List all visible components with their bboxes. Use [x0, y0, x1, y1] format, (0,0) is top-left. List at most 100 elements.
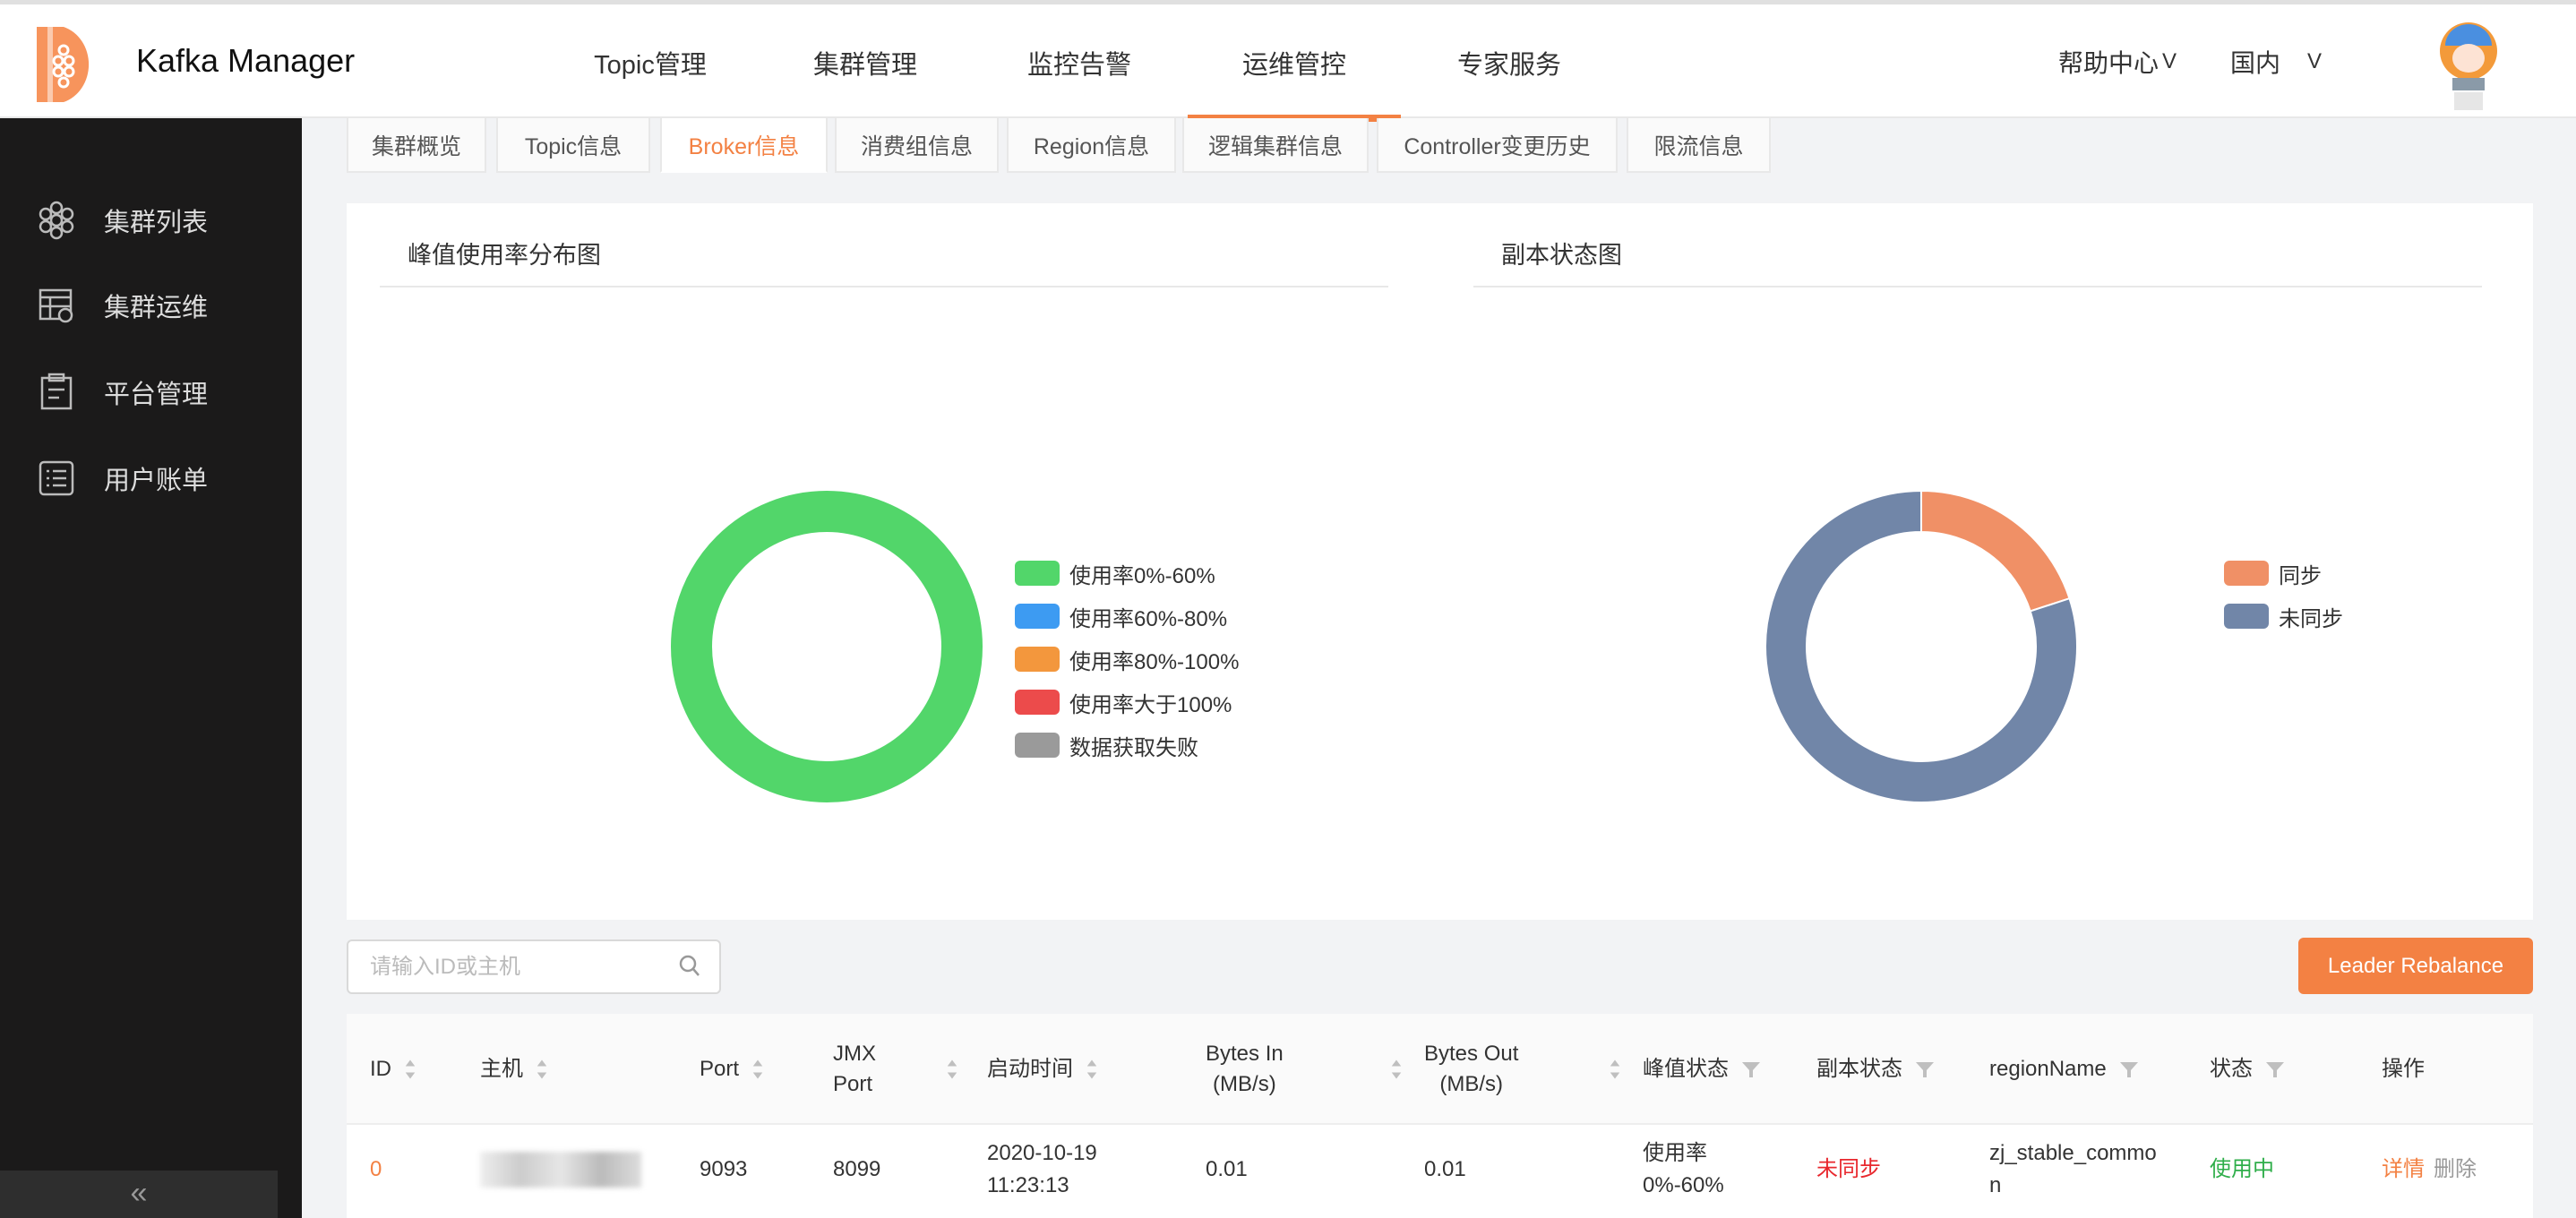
donut-slice[interactable] — [671, 491, 983, 802]
filter-icon[interactable] — [1741, 1060, 1761, 1078]
help-center-menu[interactable]: 帮助中心 V — [2058, 44, 2177, 80]
nav-expert[interactable]: 专家服务 — [1456, 51, 1562, 80]
replica-status-value: 未同步 — [1816, 1157, 1881, 1181]
filter-icon[interactable] — [1915, 1060, 1935, 1078]
legend-swatch — [1015, 561, 1060, 586]
sidebar-item-cluster-list[interactable]: 集群列表 — [0, 193, 302, 247]
column-header[interactable]: 状态 — [2210, 1014, 2285, 1125]
column-label: Port — [700, 1057, 740, 1081]
chevron-down-icon: V — [2307, 49, 2323, 73]
legend-swatch — [1015, 690, 1060, 715]
column-label: 启动时间 — [987, 1057, 1073, 1081]
legend-label: 同步 — [2279, 563, 2322, 588]
column-header[interactable]: 启动时间 — [987, 1014, 1098, 1125]
region-select[interactable]: 国内 V — [2230, 44, 2322, 80]
legend-item[interactable]: 数据获取失败 — [1015, 732, 1239, 760]
sort-icon[interactable] — [536, 1056, 548, 1083]
kafka-logo-icon — [37, 27, 90, 102]
legend-item[interactable]: 使用率大于100% — [1015, 689, 1239, 717]
sidebar-item-billing[interactable]: 用户账单 — [0, 451, 302, 505]
bytes-out-value: 0.01 — [1424, 1157, 1466, 1181]
filter-icon[interactable] — [2265, 1060, 2285, 1078]
legend-swatch — [2224, 604, 2269, 629]
legend-label: 使用率60%-80% — [1069, 606, 1228, 631]
legend-item[interactable]: 未同步 — [2224, 603, 2343, 631]
tab-broker-info[interactable]: Broker信息 — [660, 118, 828, 173]
legend-item[interactable]: 同步 — [2224, 560, 2343, 588]
peak-legend: 使用率0%-60% 使用率60%-80% 使用率80%-100% 使用率大于10… — [1015, 560, 1239, 760]
broker-id-link[interactable]: 0 — [370, 1157, 382, 1181]
tab-cluster-overview[interactable]: 集群概览 — [347, 118, 486, 173]
column-label: 操作 — [2382, 1057, 2425, 1081]
sidebar-item-label: 用户账单 — [104, 467, 209, 495]
legend-label: 未同步 — [2279, 606, 2343, 631]
sidebar-item-label: 集群运维 — [104, 294, 209, 322]
sidebar-item-platform[interactable]: 平台管理 — [0, 365, 302, 419]
sort-icon[interactable] — [946, 1056, 958, 1083]
nav-monitor[interactable]: 监控告警 — [1026, 51, 1132, 80]
table-header: ID 主机 Port JMX Port 启动时间 Bytes In (MB/s) Bytes O… — [347, 1014, 2533, 1125]
top-header: Kafka Manager Topic管理 集群管理 监控告警 运维管控 专家服… — [0, 0, 2576, 122]
column-label: Bytes In (MB/s) — [1206, 1042, 1284, 1096]
column-label: 峰值状态 — [1643, 1057, 1729, 1081]
peak-chart-title: 峰值使用率分布图 — [408, 242, 601, 269]
leader-rebalance-button[interactable]: Leader Rebalance — [2298, 938, 2533, 994]
legend-swatch — [1015, 733, 1060, 758]
help-label: 帮助中心 — [2058, 49, 2160, 77]
column-header[interactable]: 主机 — [480, 1014, 548, 1125]
sidebar-item-cluster-ops[interactable]: 集群运维 — [0, 279, 302, 332]
app-title: Kafka Manager — [136, 42, 356, 79]
replica-status-donut — [1765, 490, 2078, 803]
replica-legend: 同步 未同步 — [2224, 560, 2343, 631]
region-label: 国内 — [2230, 49, 2281, 77]
column-label: 副本状态 — [1816, 1057, 1902, 1081]
list-icon — [39, 460, 74, 496]
tab-controller-history[interactable]: Controller变更历史 — [1377, 118, 1618, 173]
avatar[interactable] — [2434, 19, 2503, 112]
sort-icon[interactable] — [404, 1056, 416, 1083]
bytes-in-value: 0.01 — [1206, 1157, 1248, 1181]
delete-link[interactable]: 删除 — [2434, 1157, 2477, 1181]
sort-icon[interactable] — [751, 1056, 764, 1083]
region-name-value: zj_stable_common — [1989, 1141, 2157, 1197]
legend-item[interactable]: 使用率60%-80% — [1015, 603, 1239, 631]
tab-throttle-info[interactable]: 限流信息 — [1627, 118, 1771, 173]
sidebar-collapse-button[interactable]: « — [0, 1171, 278, 1218]
nav-cluster[interactable]: 集群管理 — [812, 51, 918, 80]
chevron-down-icon: V — [2162, 49, 2177, 73]
search-icon[interactable] — [678, 954, 701, 979]
donut-slice[interactable] — [1920, 490, 2071, 613]
nav-ops[interactable]: 运维管控 — [1241, 51, 1347, 80]
sort-icon[interactable] — [1609, 1056, 1621, 1083]
legend-swatch — [2224, 561, 2269, 586]
sort-icon[interactable] — [1390, 1056, 1403, 1083]
column-header[interactable]: 峰值状态 — [1643, 1014, 1761, 1125]
jmx-port-value: 8099 — [833, 1157, 881, 1181]
detail-link[interactable]: 详情 — [2382, 1157, 2425, 1181]
donut-slice[interactable] — [1765, 490, 2078, 803]
sort-icon[interactable] — [1086, 1056, 1098, 1083]
column-header[interactable]: regionName — [1989, 1014, 2139, 1125]
column-label: JMX Port — [833, 1042, 876, 1096]
legend-item[interactable]: 使用率0%-60% — [1015, 560, 1239, 588]
nav-topic[interactable]: Topic管理 — [594, 51, 707, 80]
column-header[interactable]: Port — [700, 1014, 764, 1125]
search-input[interactable] — [347, 939, 721, 994]
legend-swatch — [1015, 604, 1060, 629]
column-header[interactable]: 操作 — [2382, 1014, 2425, 1125]
sidebar: 集群列表 集群运维 平台管理 用户账单 — [0, 118, 302, 1218]
column-header[interactable]: 副本状态 — [1816, 1014, 1935, 1125]
column-header[interactable]: Bytes In (MB/s) — [1206, 1014, 1403, 1125]
filter-icon[interactable] — [2119, 1060, 2139, 1078]
tab-topic-info[interactable]: Topic信息 — [496, 118, 650, 173]
column-header[interactable]: Bytes Out (MB/s) — [1424, 1014, 1621, 1125]
status-value: 使用中 — [2210, 1157, 2274, 1181]
legend-item[interactable]: 使用率80%-100% — [1015, 646, 1239, 674]
hexagon-cluster-icon — [39, 201, 74, 240]
tab-logical-cluster[interactable]: 逻辑集群信息 — [1182, 118, 1369, 173]
tab-region-info[interactable]: Region信息 — [1007, 118, 1176, 173]
column-header[interactable]: JMX Port — [833, 1014, 958, 1125]
tab-consumer-group[interactable]: 消费组信息 — [835, 118, 999, 173]
legend-label: 使用率大于100% — [1069, 692, 1232, 717]
column-header[interactable]: ID — [370, 1014, 416, 1125]
